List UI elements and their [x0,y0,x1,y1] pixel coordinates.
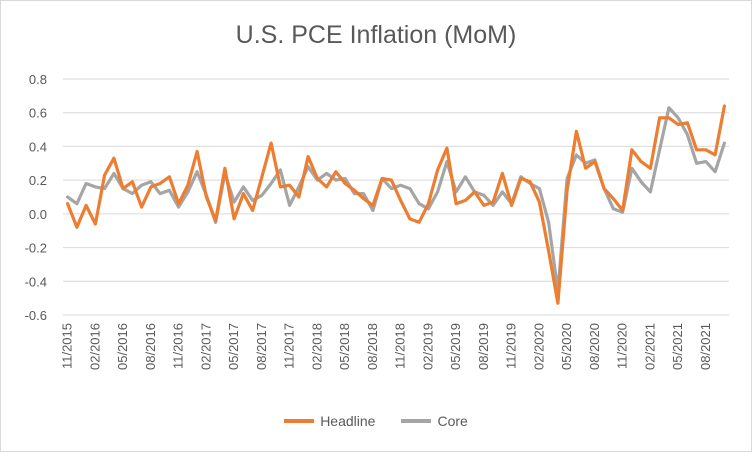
legend-label-core: Core [437,413,468,429]
series-lines [65,104,727,305]
x-tick-label: 02/2021 [642,323,657,370]
x-tick-label: 08/2018 [365,323,380,370]
x-tick-label: 02/2016 [87,323,102,370]
x-tick-label: 02/2018 [309,323,324,370]
x-tick-label: 05/2021 [670,323,685,370]
x-tick-label: 08/2020 [587,323,602,370]
gridlines [63,78,729,316]
y-tick-label: -0.4 [25,274,47,289]
x-tick-label: 11/2018 [393,323,408,369]
legend-item-core: Core [401,413,468,429]
y-tick-label: 0.2 [29,173,47,188]
x-tick-label: 05/2019 [448,323,463,370]
x-tick-label: 02/2017 [198,323,213,370]
x-tick-label: 05/2017 [226,323,241,370]
series-line-headline [65,104,727,305]
legend-swatch-core [401,419,432,423]
legend-item-headline: Headline [284,413,375,429]
x-tick-label: 02/2019 [420,323,435,370]
x-tick-label: 08/2016 [143,323,158,370]
x-tick-label: 11/2015 [60,323,75,369]
x-tick-label: 08/2019 [476,323,491,370]
x-tick-label: 11/2020 [615,323,630,369]
chart-title: U.S. PCE Inflation (MoM) [235,21,517,49]
legend: Headline Core [1,413,751,429]
x-tick-label: 11/2019 [504,323,519,369]
x-axis-ticks: 11/2015 02/2016 05/2016 08/2016 11/2016 02/20… [60,323,713,370]
x-tick-label: 05/2020 [559,323,574,370]
legend-label-headline: Headline [320,413,376,429]
x-tick-label: 11/2017 [282,323,297,369]
y-tick-label: 0.8 [29,72,47,87]
y-tick-label: -0.2 [25,241,47,256]
x-tick-label: 02/2020 [531,323,546,370]
y-axis-ticks: 0.8 0.6 0.4 0.2 0.0 -0.2 -0.4 -0.6 [25,72,47,323]
x-tick-label: 08/2017 [254,323,269,370]
y-tick-label: -0.6 [25,308,47,323]
y-tick-label: 0.0 [29,207,47,222]
x-tick-label: 05/2016 [115,323,130,370]
x-tick-label: 05/2018 [337,323,352,370]
y-tick-label: 0.4 [29,139,47,154]
legend-swatch-headline [284,419,315,423]
x-tick-label: 08/2021 [698,323,713,370]
x-tick-label: 11/2016 [171,323,186,369]
y-tick-label: 0.6 [29,106,47,121]
